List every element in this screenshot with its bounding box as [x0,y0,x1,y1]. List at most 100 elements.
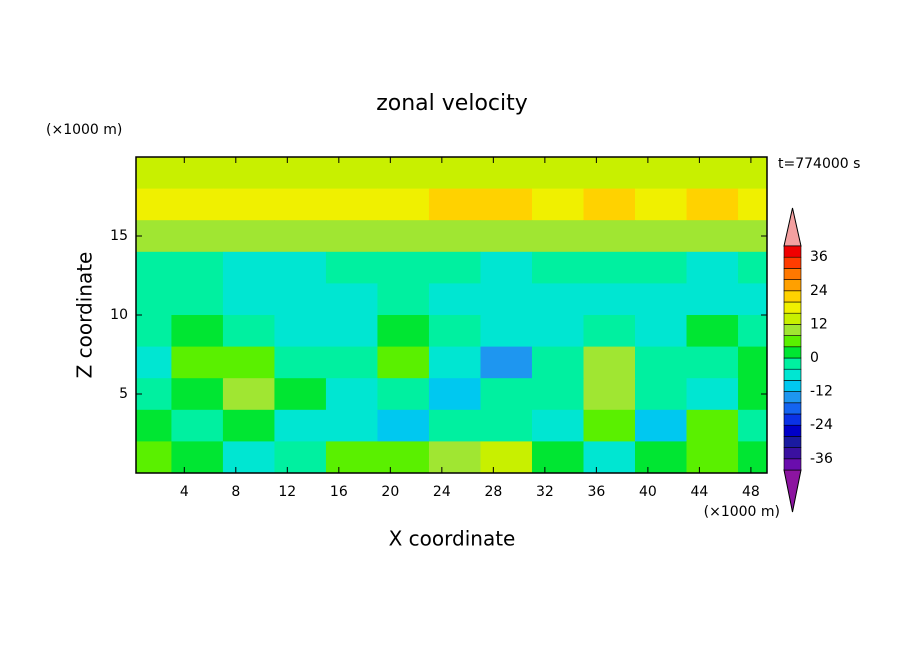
contour-cell [171,409,224,442]
contour-cell [480,251,533,284]
contour-field [136,157,767,473]
contour-cell [171,346,224,379]
colorbar-box [783,391,802,404]
contour-cell [428,220,481,253]
contour-cell [171,220,224,253]
contour-cell [222,441,275,473]
contour-cell [274,378,327,411]
y-tick-label: 5 [119,386,128,402]
colorbar-box [783,312,802,325]
contour-cell [480,441,533,473]
contour-cell [377,251,430,284]
contour-cell [428,188,481,221]
contour-cell [222,188,275,221]
colorbar-label: 36 [810,249,828,265]
contour-cell [428,251,481,284]
contour-cell [635,251,688,284]
colorbar-box [783,324,802,336]
contour-cell [738,315,767,348]
contour-cell [428,315,481,348]
contour-cell [531,346,584,379]
contour-cell [136,346,172,379]
x-tick-label: 20 [381,484,399,500]
colorbar-over [783,207,802,247]
contour-cell [480,409,533,442]
contour-cell [738,283,767,316]
contour-cell [377,283,430,316]
contour-cell [738,441,767,473]
colorbar-label: -24 [810,417,833,433]
contour-cell [583,409,636,442]
contour-cell [686,315,739,348]
contour-cell [325,409,378,442]
colorbar-box [783,245,802,258]
contour-cell [136,251,172,284]
contour-cell [531,409,584,442]
contour-cell [583,315,636,348]
contour-cell [222,409,275,442]
x-tick-label: 4 [180,484,189,500]
time-label: t=774000 s [778,156,860,172]
contour-cell [635,346,688,379]
contour-cell [583,283,636,316]
contour-cell [635,283,688,316]
contour-cell [274,346,327,379]
contour-cell [531,283,584,316]
colorbar-box [783,256,802,269]
contour-cell [635,157,688,190]
contour-cell [531,188,584,221]
y-axis-label: Z coordinate [73,252,97,379]
contour-cell [480,220,533,253]
contour-cell [222,251,275,284]
contour-cell [428,409,481,442]
contour-cell [377,378,430,411]
contour-cell [428,157,481,190]
x-tick-label: 12 [278,484,296,500]
colorbar-box [783,290,802,303]
contour-cell [531,220,584,253]
y-unit: (×1000 m) [46,122,122,138]
contour-cell [635,315,688,348]
contour-cell [325,283,378,316]
contour-cell [686,157,739,190]
x-tick-label: 36 [587,484,605,500]
y-tick-label: 10 [110,307,128,323]
contour-cell [274,409,327,442]
contour-cell [686,251,739,284]
contour-cell [274,157,327,190]
contour-cell [428,346,481,379]
contour-cell [377,188,430,221]
contour-cell [325,315,378,348]
colorbar-label: -36 [810,451,833,467]
colorbar-box [783,458,802,471]
contour-cell [531,251,584,284]
contour-cell [136,441,172,473]
colorbar-box [783,413,802,426]
x-tick-label: 40 [639,484,657,500]
contour-cell [377,220,430,253]
contour-cell [325,188,378,221]
contour-cell [274,283,327,316]
x-tick-label: 28 [484,484,502,500]
contour-cell [635,409,688,442]
contour-cell [738,188,767,221]
contour-cell [274,315,327,348]
contour-cell [480,188,533,221]
contour-cell [377,346,430,379]
contour-cell [274,251,327,284]
colorbar-box [783,268,802,280]
contour-cell [171,188,224,221]
contour-cell [325,251,378,284]
colorbar-box [783,346,802,359]
contour-cell [325,220,378,253]
contour-cell [171,441,224,473]
contour-cell [136,188,172,221]
chart-title: zonal velocity [376,91,528,116]
contour-cell [325,441,378,473]
contour-cell [222,220,275,253]
x-tick-label: 44 [690,484,708,500]
contour-cell [686,188,739,221]
contour-cell [686,346,739,379]
contour-cell [686,283,739,316]
